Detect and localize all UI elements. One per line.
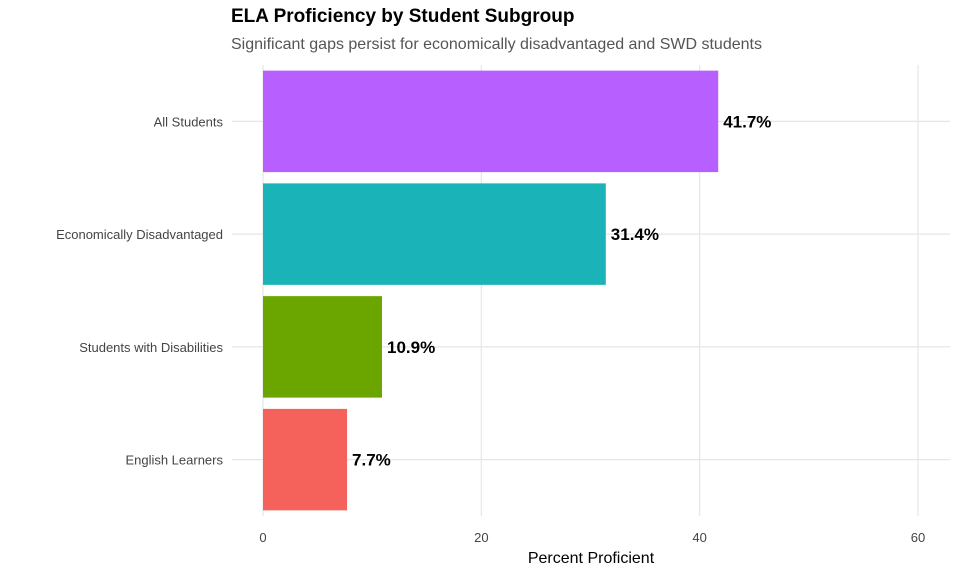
x-tick-label: 40 <box>692 530 706 545</box>
data-label: 10.9% <box>387 338 435 357</box>
chart-subtitle: Significant gaps persist for economicall… <box>231 36 762 53</box>
x-tick-label: 60 <box>911 530 925 545</box>
bar <box>263 296 382 398</box>
chart-title: ELA Proficiency by Student Subgroup <box>231 6 575 27</box>
y-tick-label: Economically Disadvantaged <box>56 227 223 242</box>
x-tick-label: 0 <box>259 530 266 545</box>
data-label: 31.4% <box>611 225 659 244</box>
y-tick-label: All Students <box>154 114 224 129</box>
y-tick-label: Students with Disabilities <box>79 340 223 355</box>
bar <box>263 70 719 173</box>
x-tick-label: 20 <box>474 530 488 545</box>
bar <box>263 183 606 285</box>
data-label: 41.7% <box>723 112 771 131</box>
data-label: 7.7% <box>352 451 391 470</box>
y-tick-label: English Learners <box>125 453 223 468</box>
x-axis-title: Percent Proficient <box>528 550 655 567</box>
bar <box>263 408 348 511</box>
